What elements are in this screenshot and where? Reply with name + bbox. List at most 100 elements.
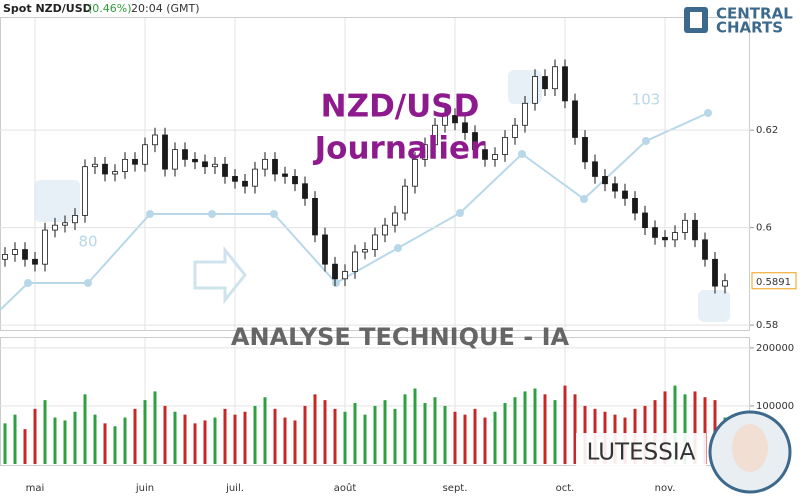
candle-body xyxy=(412,158,418,187)
volume-bar xyxy=(63,420,67,464)
volume-bar xyxy=(113,426,117,464)
volume-bar xyxy=(503,403,507,464)
candle-body xyxy=(402,185,408,214)
y-tick-label: 200000 xyxy=(756,343,794,354)
volume-bar xyxy=(93,414,97,464)
volume-bar xyxy=(83,394,87,464)
volume-bar xyxy=(393,408,397,464)
candle-body xyxy=(232,176,238,182)
volume-bar xyxy=(543,394,547,464)
candle-body xyxy=(682,219,688,233)
volume-bar xyxy=(33,408,37,464)
candle-body xyxy=(422,144,428,160)
candle-body xyxy=(212,163,218,168)
volume-bar xyxy=(553,400,557,464)
volume-bar xyxy=(13,414,17,464)
volume-bar xyxy=(3,423,7,464)
candle-body xyxy=(622,190,628,199)
volume-bar xyxy=(663,391,667,464)
candle-body xyxy=(292,176,298,185)
candle-body xyxy=(392,212,398,226)
volume-bar xyxy=(303,405,307,464)
volume-bar xyxy=(523,391,527,464)
candle-body xyxy=(252,168,258,187)
candle-body xyxy=(22,249,28,260)
volume-bar xyxy=(193,423,197,464)
volume-bar xyxy=(473,408,477,464)
candle-body xyxy=(662,236,668,241)
volume-bar xyxy=(123,417,127,464)
volume-bar xyxy=(203,420,207,464)
volume-bar xyxy=(23,429,27,464)
candle-body xyxy=(702,239,708,260)
volume-bar xyxy=(693,391,697,464)
volume-bar xyxy=(683,394,687,464)
volume-bar xyxy=(533,388,537,464)
volume-bar xyxy=(163,405,167,464)
volume-bar xyxy=(53,417,57,464)
y-tick-label: 0.58 xyxy=(756,320,778,331)
volume-bar xyxy=(153,391,157,464)
candle-body xyxy=(112,171,118,175)
volume-bar xyxy=(563,385,567,464)
candle-body xyxy=(492,154,498,160)
candle-body xyxy=(512,124,518,138)
candle-body xyxy=(202,161,208,168)
candle-body xyxy=(42,229,48,265)
volume-bar xyxy=(143,400,147,464)
logo-icon xyxy=(690,12,702,28)
time: 20:04 (GMT) xyxy=(131,2,200,15)
last-price-box xyxy=(751,272,797,290)
candle-body xyxy=(472,132,478,151)
candle-body xyxy=(572,100,578,138)
volume-bar xyxy=(223,408,227,464)
volume-bar xyxy=(493,411,497,464)
watermark-arrow xyxy=(193,245,247,305)
price-panel xyxy=(0,17,750,331)
volume-bar xyxy=(43,400,47,464)
candle-body xyxy=(562,66,568,102)
volume-bar xyxy=(233,414,237,464)
candle-body xyxy=(152,134,158,146)
candle-body xyxy=(172,149,178,170)
candle-body xyxy=(522,102,528,126)
x-tick-label: juin xyxy=(135,483,154,494)
candle-body xyxy=(302,183,308,199)
candle-body xyxy=(122,158,128,172)
volume-bar xyxy=(273,408,277,464)
candle-body xyxy=(332,263,338,280)
volume-bar xyxy=(653,400,657,464)
marks xyxy=(0,59,750,464)
candle-body xyxy=(62,222,68,226)
brand: LUTESSIA xyxy=(587,440,696,466)
candle-body xyxy=(432,124,438,146)
candle-body xyxy=(2,254,8,260)
last-price-label: 0.5891 xyxy=(756,277,791,288)
candle-body xyxy=(82,166,88,216)
candle-body xyxy=(362,249,368,253)
volume-bar xyxy=(263,397,267,464)
candle-body xyxy=(552,66,558,90)
volume-bar xyxy=(413,388,417,464)
volume-bar xyxy=(463,414,467,464)
candle-body xyxy=(612,183,618,192)
candle-body xyxy=(532,76,538,104)
candle-body xyxy=(452,115,458,124)
watermark-dots xyxy=(24,109,712,287)
candle-body xyxy=(72,215,78,224)
candle-body xyxy=(52,224,58,231)
watermark-label: 103 xyxy=(632,91,661,109)
volume-bar xyxy=(253,405,257,464)
candle-body xyxy=(162,134,168,170)
volume-bar xyxy=(383,400,387,464)
x-tick-label: août xyxy=(334,482,357,494)
volume-bar xyxy=(433,397,437,464)
volume-bar xyxy=(73,411,77,464)
volume-bar xyxy=(133,408,137,464)
candle-body xyxy=(92,163,98,168)
candle-body xyxy=(712,258,718,287)
volume-bar xyxy=(243,411,247,464)
volume-bar xyxy=(333,408,337,464)
candle-body xyxy=(632,197,638,214)
